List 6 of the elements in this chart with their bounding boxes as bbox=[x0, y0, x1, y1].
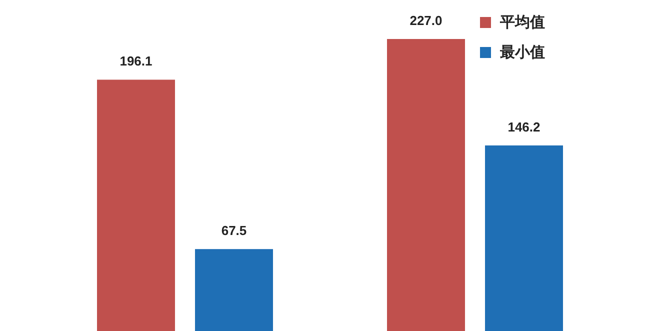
data-label: 146.2 bbox=[508, 119, 540, 134]
legend-label: 最小值 bbox=[499, 44, 545, 61]
data-label: 67.5 bbox=[221, 223, 247, 238]
legend-label: 平均值 bbox=[499, 14, 545, 31]
data-label: 196.1 bbox=[120, 54, 152, 69]
data-label: 227.0 bbox=[410, 13, 442, 28]
